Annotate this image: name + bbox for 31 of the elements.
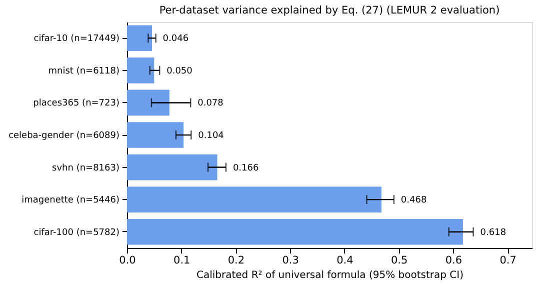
data-label: 0.046 (162, 34, 189, 44)
bar (127, 25, 152, 52)
bar (127, 218, 463, 245)
y-tick-label: places365 (n=723) (33, 98, 120, 109)
x-axis-title: Calibrated R² of universal formula (95% bootstrap CI) (196, 270, 464, 281)
x-tick-label: 0.1 (174, 254, 190, 266)
y-tick-label: cifar-100 (n=5782) (34, 228, 120, 238)
x-tick-label: 0.3 (282, 254, 299, 266)
x-tick-label: 0.2 (228, 254, 245, 266)
x-tick-label: 0.6 (445, 254, 462, 266)
x-tick-label: 0.5 (390, 254, 408, 266)
y-tick-label: imagenette (n=5446) (22, 196, 120, 206)
data-label: 0.104 (198, 131, 224, 141)
y-tick-label: celeba-gender (n=6089) (8, 131, 120, 141)
bar (127, 58, 154, 84)
data-label: 0.618 (480, 228, 506, 238)
bar (127, 186, 382, 212)
data-label: 0.468 (400, 196, 427, 206)
y-tick-label: mnist (n=6118) (48, 66, 120, 76)
y-tick-label: svhn (n=8163) (52, 163, 120, 174)
data-label: 0.050 (166, 66, 193, 76)
x-tick-label: 0.0 (119, 254, 136, 266)
x-tick-label: 0.4 (336, 254, 354, 266)
bar (127, 90, 170, 116)
x-tick-label: 0.7 (500, 254, 516, 266)
data-label: 0.166 (232, 163, 259, 174)
chart-title: Per-dataset variance explained by Eq. (27) (LEMUR 2 evaluation) (159, 4, 500, 16)
bar (127, 154, 218, 180)
bar (127, 122, 184, 148)
y-tick-label: cifar-10 (n=17449) (34, 34, 120, 44)
data-label: 0.078 (198, 98, 224, 109)
